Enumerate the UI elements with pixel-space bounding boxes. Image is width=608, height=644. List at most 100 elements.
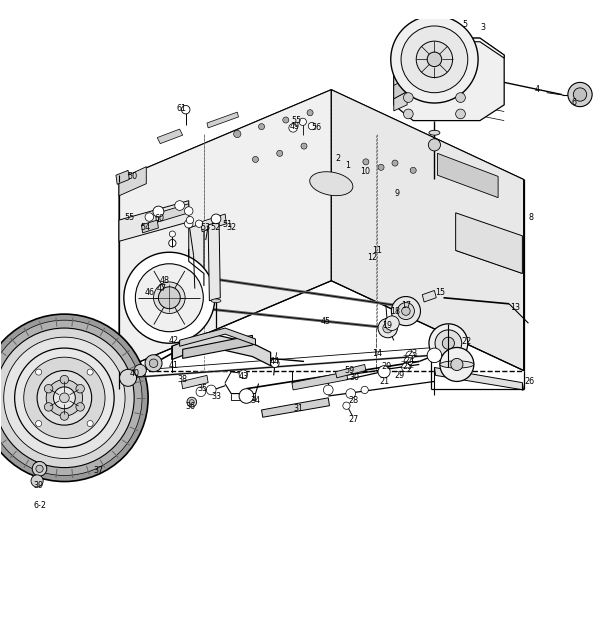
Circle shape <box>427 52 441 66</box>
Text: 44: 44 <box>270 357 280 366</box>
Circle shape <box>427 348 441 363</box>
Text: 53: 53 <box>201 223 211 232</box>
Polygon shape <box>423 290 437 302</box>
Text: 49: 49 <box>290 122 300 131</box>
Text: 35: 35 <box>197 384 207 393</box>
Circle shape <box>378 164 384 171</box>
Circle shape <box>271 359 279 368</box>
Circle shape <box>145 355 162 372</box>
Circle shape <box>383 323 393 333</box>
Text: 55: 55 <box>124 213 134 222</box>
Circle shape <box>153 206 164 217</box>
Circle shape <box>87 421 93 426</box>
Circle shape <box>401 26 468 93</box>
Text: 19: 19 <box>382 321 393 330</box>
Circle shape <box>76 402 85 411</box>
Text: 36: 36 <box>185 402 195 412</box>
Text: 59: 59 <box>344 366 354 375</box>
Circle shape <box>404 357 413 366</box>
Text: 26: 26 <box>525 377 534 386</box>
Polygon shape <box>182 336 252 359</box>
Text: 25: 25 <box>402 363 412 372</box>
Circle shape <box>402 363 410 372</box>
Circle shape <box>429 324 468 363</box>
Circle shape <box>308 122 316 129</box>
Polygon shape <box>171 333 271 366</box>
Text: 15: 15 <box>435 289 446 298</box>
Circle shape <box>277 150 283 156</box>
Text: 5: 5 <box>463 20 468 29</box>
Circle shape <box>392 296 421 326</box>
Ellipse shape <box>440 361 474 368</box>
Circle shape <box>442 337 454 349</box>
Text: 40: 40 <box>129 369 139 378</box>
Circle shape <box>378 318 398 337</box>
Circle shape <box>307 109 313 116</box>
Circle shape <box>346 389 356 399</box>
Circle shape <box>44 402 53 411</box>
Polygon shape <box>201 214 226 232</box>
Text: 17: 17 <box>401 301 411 310</box>
Circle shape <box>391 15 478 103</box>
Circle shape <box>189 400 194 404</box>
Circle shape <box>36 465 43 473</box>
Polygon shape <box>188 223 204 303</box>
Text: 12: 12 <box>367 253 378 262</box>
Polygon shape <box>142 220 159 233</box>
Circle shape <box>404 109 413 118</box>
Text: 51: 51 <box>222 220 232 229</box>
Circle shape <box>429 139 440 151</box>
Text: 2: 2 <box>336 154 340 163</box>
Circle shape <box>46 379 83 416</box>
Circle shape <box>568 82 592 107</box>
Polygon shape <box>455 213 522 274</box>
Text: 56: 56 <box>311 124 321 133</box>
Circle shape <box>44 384 53 393</box>
Circle shape <box>211 214 221 223</box>
Polygon shape <box>208 222 220 301</box>
Text: 8: 8 <box>528 213 533 222</box>
Text: 10: 10 <box>360 167 370 176</box>
Polygon shape <box>394 78 407 99</box>
Text: 27: 27 <box>348 415 359 424</box>
Circle shape <box>181 106 190 114</box>
Circle shape <box>206 385 216 395</box>
Circle shape <box>0 328 134 468</box>
Text: 39: 39 <box>33 481 43 490</box>
Polygon shape <box>181 375 208 389</box>
Circle shape <box>361 386 368 393</box>
Polygon shape <box>116 171 130 184</box>
Circle shape <box>184 207 193 215</box>
Circle shape <box>404 93 413 102</box>
Text: 1: 1 <box>345 161 350 170</box>
Text: 32: 32 <box>226 223 237 232</box>
Circle shape <box>416 41 452 77</box>
Text: 55: 55 <box>292 116 302 125</box>
Circle shape <box>4 337 125 459</box>
Circle shape <box>120 369 137 386</box>
Text: 42: 42 <box>169 336 179 345</box>
Text: 28: 28 <box>348 396 359 405</box>
Text: 50: 50 <box>128 172 138 181</box>
Polygon shape <box>292 372 348 390</box>
Circle shape <box>363 159 369 165</box>
Polygon shape <box>437 153 498 198</box>
Circle shape <box>170 231 175 237</box>
Text: 3: 3 <box>480 23 485 32</box>
Circle shape <box>32 462 47 476</box>
Polygon shape <box>261 398 330 417</box>
Text: 4: 4 <box>534 85 539 94</box>
Circle shape <box>54 387 75 409</box>
Ellipse shape <box>211 299 221 303</box>
Circle shape <box>455 109 465 118</box>
Ellipse shape <box>309 172 353 196</box>
Polygon shape <box>394 38 504 120</box>
Circle shape <box>299 118 306 126</box>
Circle shape <box>174 201 184 211</box>
Text: 11: 11 <box>372 246 382 255</box>
Polygon shape <box>394 56 401 105</box>
Circle shape <box>136 264 203 332</box>
Circle shape <box>60 393 69 402</box>
Text: 33: 33 <box>211 392 221 401</box>
Circle shape <box>0 314 148 482</box>
